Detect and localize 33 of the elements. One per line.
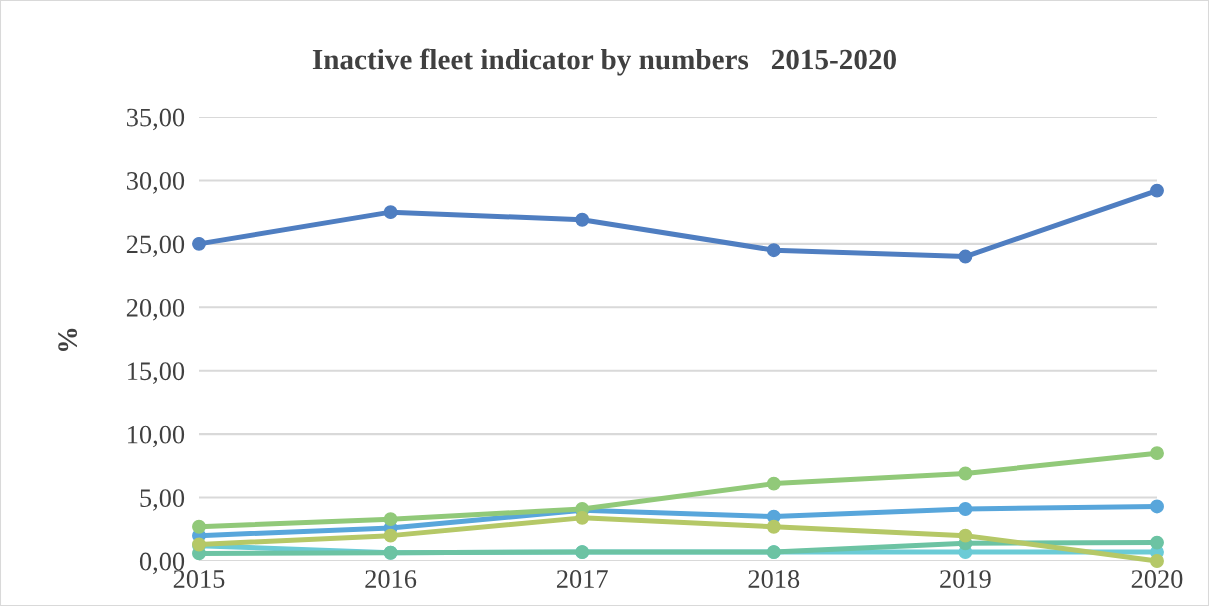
x-tick-label: 2019 (940, 570, 991, 588)
x-tick-label: 2020 (1131, 570, 1183, 588)
y-axis-title: % (58, 328, 78, 352)
point (766, 476, 781, 491)
y-tick-label: 10,00 (128, 425, 185, 448)
point (1150, 183, 1164, 198)
point (192, 236, 206, 251)
point (958, 528, 973, 543)
x-tick-label: 2016 (365, 570, 417, 588)
y-tick-label: 20,00 (126, 298, 185, 321)
point (958, 502, 973, 516)
x-tick-label: 2018 (748, 570, 800, 588)
point (192, 519, 206, 534)
point (383, 512, 398, 527)
point (1150, 535, 1164, 550)
point (1150, 554, 1164, 568)
point (958, 249, 973, 264)
y-tick-label: 25,00 (126, 235, 185, 258)
point (383, 528, 398, 543)
y-tick-label: 30,00 (127, 172, 185, 194)
point (766, 243, 781, 258)
x-tick-label: 2017 (556, 570, 608, 588)
point (383, 205, 398, 220)
point (1150, 499, 1164, 514)
chart-title: Inactive fleet indicator by numbers 2015-2020 (312, 48, 896, 76)
y-tick-label: 35,00 (127, 108, 185, 131)
point (1150, 446, 1164, 461)
point (575, 510, 590, 525)
point (766, 519, 781, 534)
y-tick-label: 15,00 (128, 362, 185, 384)
point (575, 212, 590, 227)
y-tick-label: 5,00 (140, 489, 185, 511)
point (958, 466, 973, 481)
